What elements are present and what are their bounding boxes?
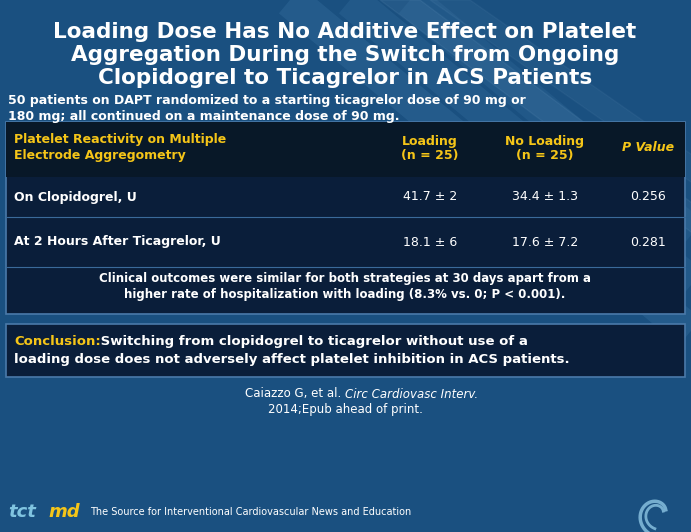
Text: Clinical outcomes were similar for both strategies at 30 days apart from a: Clinical outcomes were similar for both … xyxy=(99,272,591,285)
Text: Loading: Loading xyxy=(402,135,458,148)
Text: 2014;Epub ahead of print.: 2014;Epub ahead of print. xyxy=(267,403,422,417)
Polygon shape xyxy=(380,0,691,232)
Text: 50 patients on DAPT randomized to a starting ticagrelor dose of 90 mg or: 50 patients on DAPT randomized to a star… xyxy=(8,94,526,107)
Text: tct: tct xyxy=(8,503,36,521)
Text: Electrode Aggregometry: Electrode Aggregometry xyxy=(14,149,186,162)
Text: Aggregation During the Switch from Ongoing: Aggregation During the Switch from Ongoi… xyxy=(71,45,619,65)
Text: P Value: P Value xyxy=(622,141,674,154)
Text: Caiazzo G, et al.: Caiazzo G, et al. xyxy=(245,387,345,401)
Text: Circ Cardiovasc Interv.: Circ Cardiovasc Interv. xyxy=(345,387,478,401)
Text: At 2 Hours After Ticagrelor, U: At 2 Hours After Ticagrelor, U xyxy=(14,236,220,248)
Text: On Clopidogrel, U: On Clopidogrel, U xyxy=(14,190,137,204)
Text: 17.6 ± 7.2: 17.6 ± 7.2 xyxy=(512,236,578,248)
Polygon shape xyxy=(430,0,691,182)
Text: Loading Dose Has No Additive Effect on Platelet: Loading Dose Has No Additive Effect on P… xyxy=(53,22,636,42)
FancyBboxPatch shape xyxy=(6,122,685,314)
Text: 34.4 ± 1.3: 34.4 ± 1.3 xyxy=(512,190,578,204)
Text: Clopidogrel to Ticagrelor in ACS Patients: Clopidogrel to Ticagrelor in ACS Patient… xyxy=(98,68,592,88)
Text: higher rate of hospitalization with loading (8.3% vs. 0; P < 0.001).: higher rate of hospitalization with load… xyxy=(124,288,566,301)
Text: (n = 25): (n = 25) xyxy=(516,149,574,162)
Text: loading dose does not adversely affect platelet inhibition in ACS patients.: loading dose does not adversely affect p… xyxy=(14,353,569,366)
FancyBboxPatch shape xyxy=(6,122,685,177)
Text: The Source for Interventional Cardiovascular News and Education: The Source for Interventional Cardiovasc… xyxy=(90,507,411,517)
Text: 0.256: 0.256 xyxy=(630,190,666,204)
Text: Switching from clopidogrel to ticagrelor without use of a: Switching from clopidogrel to ticagrelor… xyxy=(96,335,528,348)
Text: 18.1 ± 6: 18.1 ± 6 xyxy=(403,236,457,248)
Text: No Loading: No Loading xyxy=(506,135,585,148)
Text: 0.281: 0.281 xyxy=(630,236,666,248)
Text: 180 mg; all continued on a maintenance dose of 90 mg.: 180 mg; all continued on a maintenance d… xyxy=(8,110,399,123)
Text: (n = 25): (n = 25) xyxy=(401,149,459,162)
Text: Conclusion:: Conclusion: xyxy=(14,335,101,348)
Text: 41.7 ± 2: 41.7 ± 2 xyxy=(403,190,457,204)
Text: Platelet Reactivity on Multiple: Platelet Reactivity on Multiple xyxy=(14,133,226,146)
FancyBboxPatch shape xyxy=(6,324,685,377)
Text: md: md xyxy=(48,503,79,521)
